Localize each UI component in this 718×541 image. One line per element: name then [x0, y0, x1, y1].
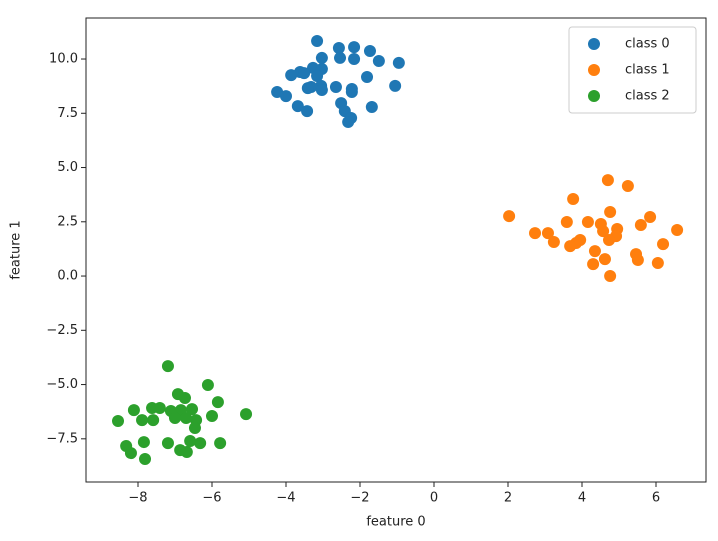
x-tick-label: 2	[504, 491, 512, 506]
point	[389, 79, 402, 92]
point	[240, 408, 253, 421]
point	[392, 56, 405, 69]
point	[311, 35, 324, 48]
point	[604, 270, 617, 283]
point	[137, 436, 150, 449]
point	[194, 437, 207, 450]
point	[671, 224, 684, 237]
point	[285, 69, 298, 82]
point	[560, 216, 573, 229]
point	[146, 401, 159, 414]
point	[597, 225, 610, 238]
y-tick-label: −5.0	[46, 377, 78, 392]
point	[547, 235, 560, 248]
legend-marker	[588, 38, 600, 50]
point	[529, 227, 542, 240]
point	[315, 84, 328, 97]
point	[161, 360, 174, 373]
x-tick-label: 4	[578, 491, 586, 506]
y-tick-label: −2.5	[46, 323, 78, 338]
point	[188, 421, 201, 434]
x-axis-label: feature 0	[366, 515, 425, 530]
y-tick-label: −7.5	[46, 431, 78, 446]
point	[588, 245, 601, 258]
point	[298, 67, 311, 80]
point	[603, 234, 616, 247]
point	[301, 82, 314, 95]
point	[598, 253, 611, 266]
point	[136, 414, 149, 427]
point	[365, 100, 378, 113]
point	[372, 54, 385, 67]
point	[311, 69, 324, 82]
point	[332, 41, 345, 54]
point	[601, 174, 614, 187]
legend-label: class 0	[625, 37, 670, 52]
point	[201, 378, 214, 391]
point	[345, 86, 358, 99]
point	[342, 115, 355, 128]
point	[634, 219, 647, 232]
point	[657, 238, 670, 251]
y-tick-label: 0.0	[57, 269, 78, 284]
point	[604, 206, 617, 219]
point	[211, 396, 224, 409]
x-tick-label: −6	[202, 491, 221, 506]
point	[184, 434, 197, 447]
point	[503, 210, 516, 223]
point	[334, 51, 347, 64]
point	[147, 414, 160, 427]
point	[315, 51, 328, 64]
legend-label: class 1	[625, 63, 670, 78]
point	[301, 105, 314, 118]
y-tick-label: 10.0	[49, 52, 78, 67]
point	[112, 415, 125, 428]
point	[139, 452, 152, 465]
point	[361, 71, 374, 84]
legend-marker	[588, 64, 600, 76]
point	[564, 240, 577, 253]
point	[644, 211, 657, 224]
point	[168, 411, 181, 424]
point	[186, 403, 199, 416]
point	[621, 179, 634, 192]
point	[178, 392, 191, 405]
legend-marker	[588, 90, 600, 102]
point	[581, 216, 594, 229]
plot-frame	[85, 17, 707, 483]
x-tick-label: 0	[430, 491, 438, 506]
y-tick-label: 5.0	[57, 160, 78, 175]
x-tick-label: −2	[350, 491, 369, 506]
y-axis-label: feature 1	[9, 220, 24, 279]
point	[631, 253, 644, 266]
y-tick-label: 7.5	[57, 106, 78, 121]
point	[127, 404, 140, 417]
x-tick-label: −8	[128, 491, 147, 506]
point	[161, 437, 174, 450]
x-tick-label: −4	[276, 491, 295, 506]
point	[587, 258, 600, 271]
point	[214, 437, 227, 450]
point	[279, 90, 292, 103]
y-tick-label: 2.5	[57, 214, 78, 229]
point	[180, 446, 193, 459]
point	[205, 410, 218, 423]
point	[567, 192, 580, 205]
point	[348, 53, 361, 66]
point	[124, 447, 137, 460]
x-tick-label: 6	[652, 491, 660, 506]
point	[180, 411, 193, 424]
point	[651, 257, 664, 270]
point	[329, 81, 342, 94]
legend-box	[568, 26, 697, 114]
point	[348, 41, 361, 54]
point	[291, 100, 304, 113]
legend-label: class 2	[625, 89, 670, 104]
point	[541, 227, 554, 240]
point	[363, 44, 376, 57]
